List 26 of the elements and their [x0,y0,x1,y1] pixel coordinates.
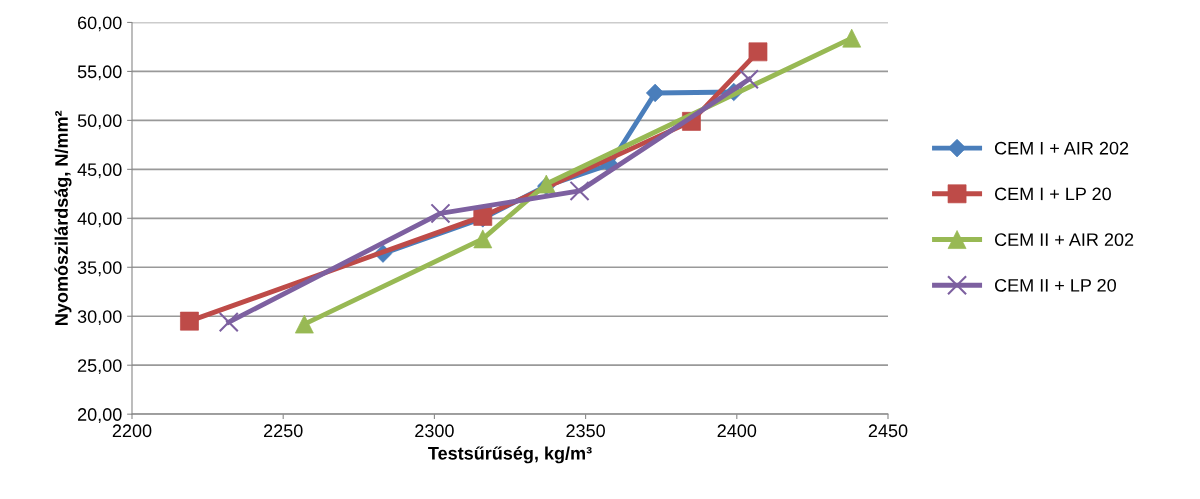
legend-label: CEM I + LP 20 [994,187,1111,201]
x-tick-label: 2450 [868,424,908,438]
x-tick-label: 2200 [112,424,152,438]
y-tick-label: 35,00 [77,261,122,277]
y-tick-label: 25,00 [78,359,122,375]
legend-label: CEM I + AIR 202 [994,141,1129,155]
y-tick-label: 55,00 [77,65,122,81]
legend-label: CEM II + AIR 202 [994,233,1134,247]
x-tick-label: 2300 [415,424,454,438]
point [430,203,451,224]
y-tick-label: 60,00 [78,16,122,32]
point [218,312,239,333]
point [569,180,590,201]
point [738,69,759,90]
legend-label: CEM II + LP 20 [994,278,1116,292]
y-tick-label: 20,00 [78,408,122,424]
x-tick-label: 2400 [717,424,757,438]
x-tick-label: 2350 [566,424,605,438]
y-tick-label: 30,00 [77,310,122,326]
x-axis-title: Testsűrűség, kg/m³ [428,446,592,464]
y-axis-title: Nyomószilárdság, N/mm² [54,110,72,325]
y-tick-label: 40,00 [77,212,122,228]
y-tick-label: 45,00 [77,163,122,179]
point [748,42,768,62]
x-tick-label: 2250 [264,424,303,438]
y-tick-label: 50,00 [77,114,122,130]
